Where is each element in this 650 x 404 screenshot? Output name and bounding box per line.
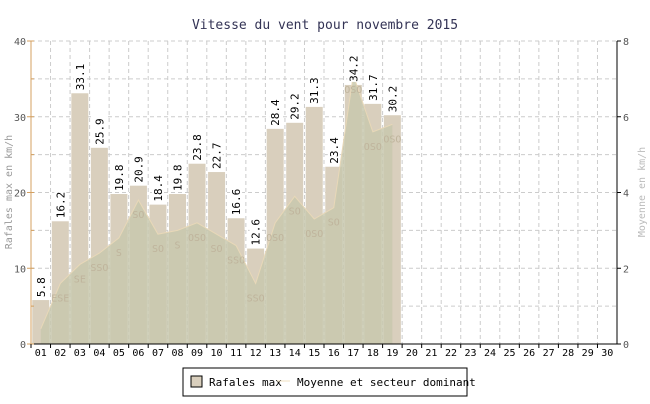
data-label: 22.7 xyxy=(211,143,224,170)
sector-label: OSO xyxy=(266,233,284,244)
chart-title: Vitesse du vent pour novembre 2015 xyxy=(192,18,458,33)
legend: Rafales max Moyenne et secteur dominant xyxy=(183,368,476,396)
sector-label: SSO xyxy=(90,263,108,274)
x-tick-label: 27 xyxy=(543,348,555,359)
data-label: 5.8 xyxy=(35,277,48,297)
data-label: 34.2 xyxy=(347,55,360,82)
x-tick-label: 23 xyxy=(464,348,476,359)
x-tick-label: 19 xyxy=(386,348,398,359)
y2-tick-label: 0 xyxy=(623,340,629,351)
y2-tick-label: 6 xyxy=(623,113,629,124)
data-label: 16.2 xyxy=(54,192,67,219)
x-tick-label: 20 xyxy=(406,348,418,359)
x-tick-label: 29 xyxy=(582,348,594,359)
data-label: 30.2 xyxy=(386,86,399,113)
data-label: 19.8 xyxy=(113,165,126,192)
data-label: 29.2 xyxy=(289,93,302,120)
x-tick-label: 15 xyxy=(308,348,320,359)
legend-swatch-bars xyxy=(191,376,202,387)
x-tick-label: 22 xyxy=(445,348,457,359)
x-tick-label: 30 xyxy=(601,348,613,359)
y2-axis-label: Moyenne en km/h xyxy=(637,147,648,237)
x-tick-label: 16 xyxy=(328,348,340,359)
sector-label: S xyxy=(116,248,122,259)
y-tick-label: 10 xyxy=(14,264,26,275)
x-tick-label: 17 xyxy=(347,348,359,359)
sector-label: SO xyxy=(211,244,223,255)
x-tick-label: 21 xyxy=(425,348,437,359)
x-tick-label: 05 xyxy=(113,348,125,359)
y-tick-label: 20 xyxy=(14,189,26,200)
sector-label: SO xyxy=(289,206,301,217)
sector-label: SSO xyxy=(227,256,245,267)
x-tick-label: 14 xyxy=(289,348,301,359)
data-label: 19.8 xyxy=(172,165,185,192)
sector-label: SE xyxy=(74,274,86,285)
data-label: 25.9 xyxy=(93,118,106,145)
sector-label: OSO xyxy=(344,85,362,96)
data-label: 20.9 xyxy=(132,156,145,183)
sector-label: OSO xyxy=(383,134,401,145)
sector-label: SO xyxy=(132,210,144,221)
legend-label-line: Moyenne et secteur dominant xyxy=(297,376,476,389)
data-label: 23.4 xyxy=(328,137,341,164)
y-tick-label: 40 xyxy=(14,37,26,48)
data-label: 18.4 xyxy=(152,175,165,202)
sector-label: SO xyxy=(152,244,164,255)
x-tick-label: 12 xyxy=(250,348,262,359)
x-tick-label: 10 xyxy=(211,348,223,359)
y2-tick-label: 8 xyxy=(623,37,629,48)
x-tick-label: 07 xyxy=(152,348,164,359)
legend-label-bars: Rafales max xyxy=(209,376,282,389)
x-tick-label: 01 xyxy=(35,348,47,359)
y2-tick-label: 4 xyxy=(623,189,629,200)
x-tick-label: 09 xyxy=(191,348,203,359)
data-label: 16.6 xyxy=(230,189,243,216)
x-tick-label: 11 xyxy=(230,348,242,359)
x-tick-label: 26 xyxy=(523,348,535,359)
x-tick-label: 08 xyxy=(171,348,183,359)
data-label: 23.8 xyxy=(191,134,204,161)
y-tick-label: 0 xyxy=(20,340,26,351)
y2-tick-label: 2 xyxy=(623,264,629,275)
data-label: 31.3 xyxy=(308,77,321,104)
sector-label: SSO xyxy=(247,293,265,304)
sector-label: OSO xyxy=(364,142,382,153)
x-tick-label: 06 xyxy=(132,348,144,359)
sector-label: SO xyxy=(328,218,340,229)
x-tick-label: 24 xyxy=(484,348,496,359)
data-label: 12.6 xyxy=(250,219,263,246)
x-tick-label: 03 xyxy=(74,348,86,359)
x-tick-label: 13 xyxy=(269,348,281,359)
sector-label: OSO xyxy=(305,229,323,240)
x-tick-label: 02 xyxy=(54,348,66,359)
sector-label: ESE xyxy=(51,293,69,304)
x-tick-label: 18 xyxy=(367,348,379,359)
sector-label: OSO xyxy=(188,233,206,244)
x-tick-label: 25 xyxy=(504,348,516,359)
y-tick-label: 30 xyxy=(14,113,26,124)
x-tick-label: 04 xyxy=(93,348,105,359)
x-tick-label: 28 xyxy=(562,348,574,359)
data-label: 28.4 xyxy=(269,99,282,126)
data-label: 31.7 xyxy=(367,74,380,101)
data-label: 33.1 xyxy=(74,64,87,91)
sector-label: S xyxy=(174,240,180,251)
